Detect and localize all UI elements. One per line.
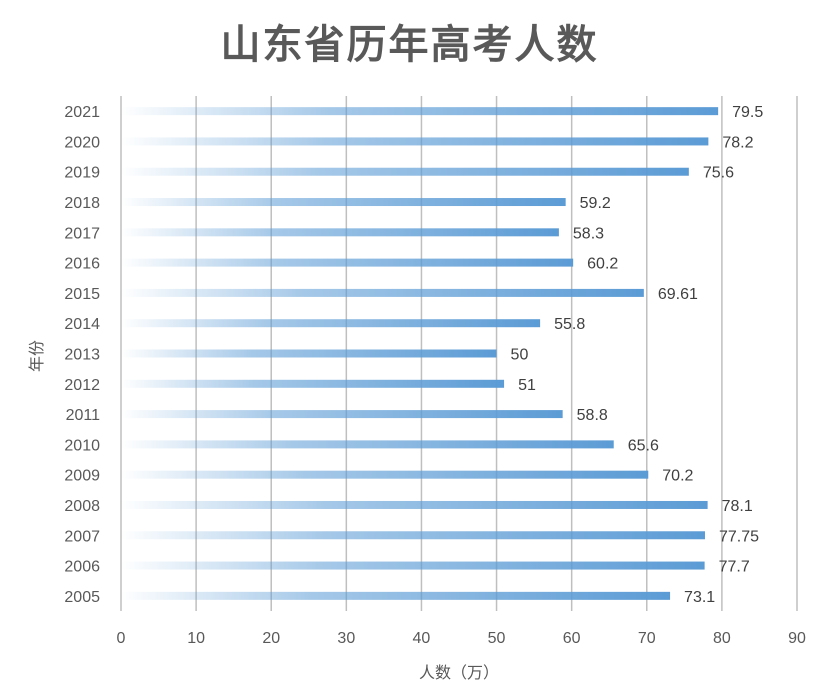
data-label-2015: 69.61: [658, 286, 698, 303]
x-tick-label: 40: [413, 630, 431, 647]
y-tick-label: 2013: [64, 347, 100, 364]
y-tick-label: 2019: [64, 165, 100, 182]
x-tick-label: 0: [117, 630, 126, 647]
bar-2020: [121, 137, 709, 146]
bar-2008: [121, 500, 708, 509]
bar-2009: [121, 470, 649, 479]
chart-title: 山东省历年高考人数: [220, 22, 599, 68]
x-tick-label: 20: [262, 630, 280, 647]
bar-2017: [121, 228, 559, 237]
y-tick-label: 2008: [64, 498, 100, 515]
data-label-2018: 59.2: [580, 195, 611, 212]
y-tick-label: 2010: [64, 437, 100, 454]
data-label-2006: 77.7: [719, 559, 750, 576]
data-label-2021: 79.5: [732, 104, 763, 121]
bar-2006: [121, 561, 705, 570]
bars: [121, 107, 719, 600]
y-tick-label: 2021: [64, 104, 100, 121]
y-tick-label: 2005: [64, 589, 100, 606]
bar-2007: [121, 531, 705, 540]
data-label-2013: 50: [511, 347, 529, 364]
y-tick-label: 2009: [64, 468, 100, 485]
y-tick-label: 2011: [66, 407, 101, 424]
y-axis-tick-labels: 2005 2006 2007 2008 2009 2010 2011 2012 2013 2014…: [64, 104, 100, 606]
y-tick-label: 2017: [64, 225, 100, 242]
data-label-2012: 51: [518, 377, 536, 394]
data-label-2007: 77.75: [719, 528, 759, 545]
bar-2015: [121, 288, 644, 297]
y-tick-label: 2018: [64, 195, 100, 212]
x-tick-label: 30: [337, 630, 355, 647]
data-label-2014: 55.8: [554, 316, 585, 333]
data-labels: 73.177.7 77.75 78.1 70.265.6 58.8 51 50 55.8 69.…: [511, 104, 764, 606]
bar-2018: [121, 198, 566, 207]
data-label-2016: 60.2: [587, 256, 618, 273]
data-label-2009: 70.2: [662, 468, 693, 485]
x-tick-label: 80: [713, 630, 731, 647]
data-label-2017: 58.3: [573, 225, 604, 242]
x-tick-label: 10: [187, 630, 205, 647]
x-axis-title: 人数（万）: [419, 663, 499, 682]
bar-2012: [121, 379, 505, 388]
y-tick-label: 2016: [64, 256, 100, 273]
y-tick-label: 2012: [64, 377, 100, 394]
bar-2013: [121, 349, 497, 358]
y-tick-label: 2015: [64, 286, 100, 303]
y-tick-label: 2007: [64, 528, 100, 545]
data-label-2020: 78.2: [722, 134, 753, 151]
data-label-2010: 65.6: [628, 437, 659, 454]
data-label-2008: 78.1: [722, 498, 753, 515]
x-tick-label: 90: [788, 630, 806, 647]
bar-2016: [121, 258, 574, 267]
bar-2005: [121, 591, 671, 600]
data-label-2005: 73.1: [684, 589, 715, 606]
x-axis-tick-labels: 0 10 20 30 40 50 60 70 80 90: [117, 630, 806, 647]
bar-2010: [121, 440, 614, 449]
y-tick-label: 2014: [64, 316, 100, 333]
y-axis-title: 年份: [27, 340, 46, 372]
bar-2019: [121, 167, 689, 176]
y-tick-label: 2006: [64, 559, 100, 576]
x-tick-label: 70: [638, 630, 656, 647]
y-tick-label: 2020: [64, 134, 100, 151]
x-tick-label: 50: [488, 630, 506, 647]
bar-2011: [121, 410, 563, 419]
bar-2014: [121, 319, 541, 328]
data-label-2011: 58.8: [577, 407, 608, 424]
x-tick-label: 60: [563, 630, 581, 647]
data-label-2019: 75.6: [703, 165, 734, 182]
bar-2021: [121, 107, 719, 116]
